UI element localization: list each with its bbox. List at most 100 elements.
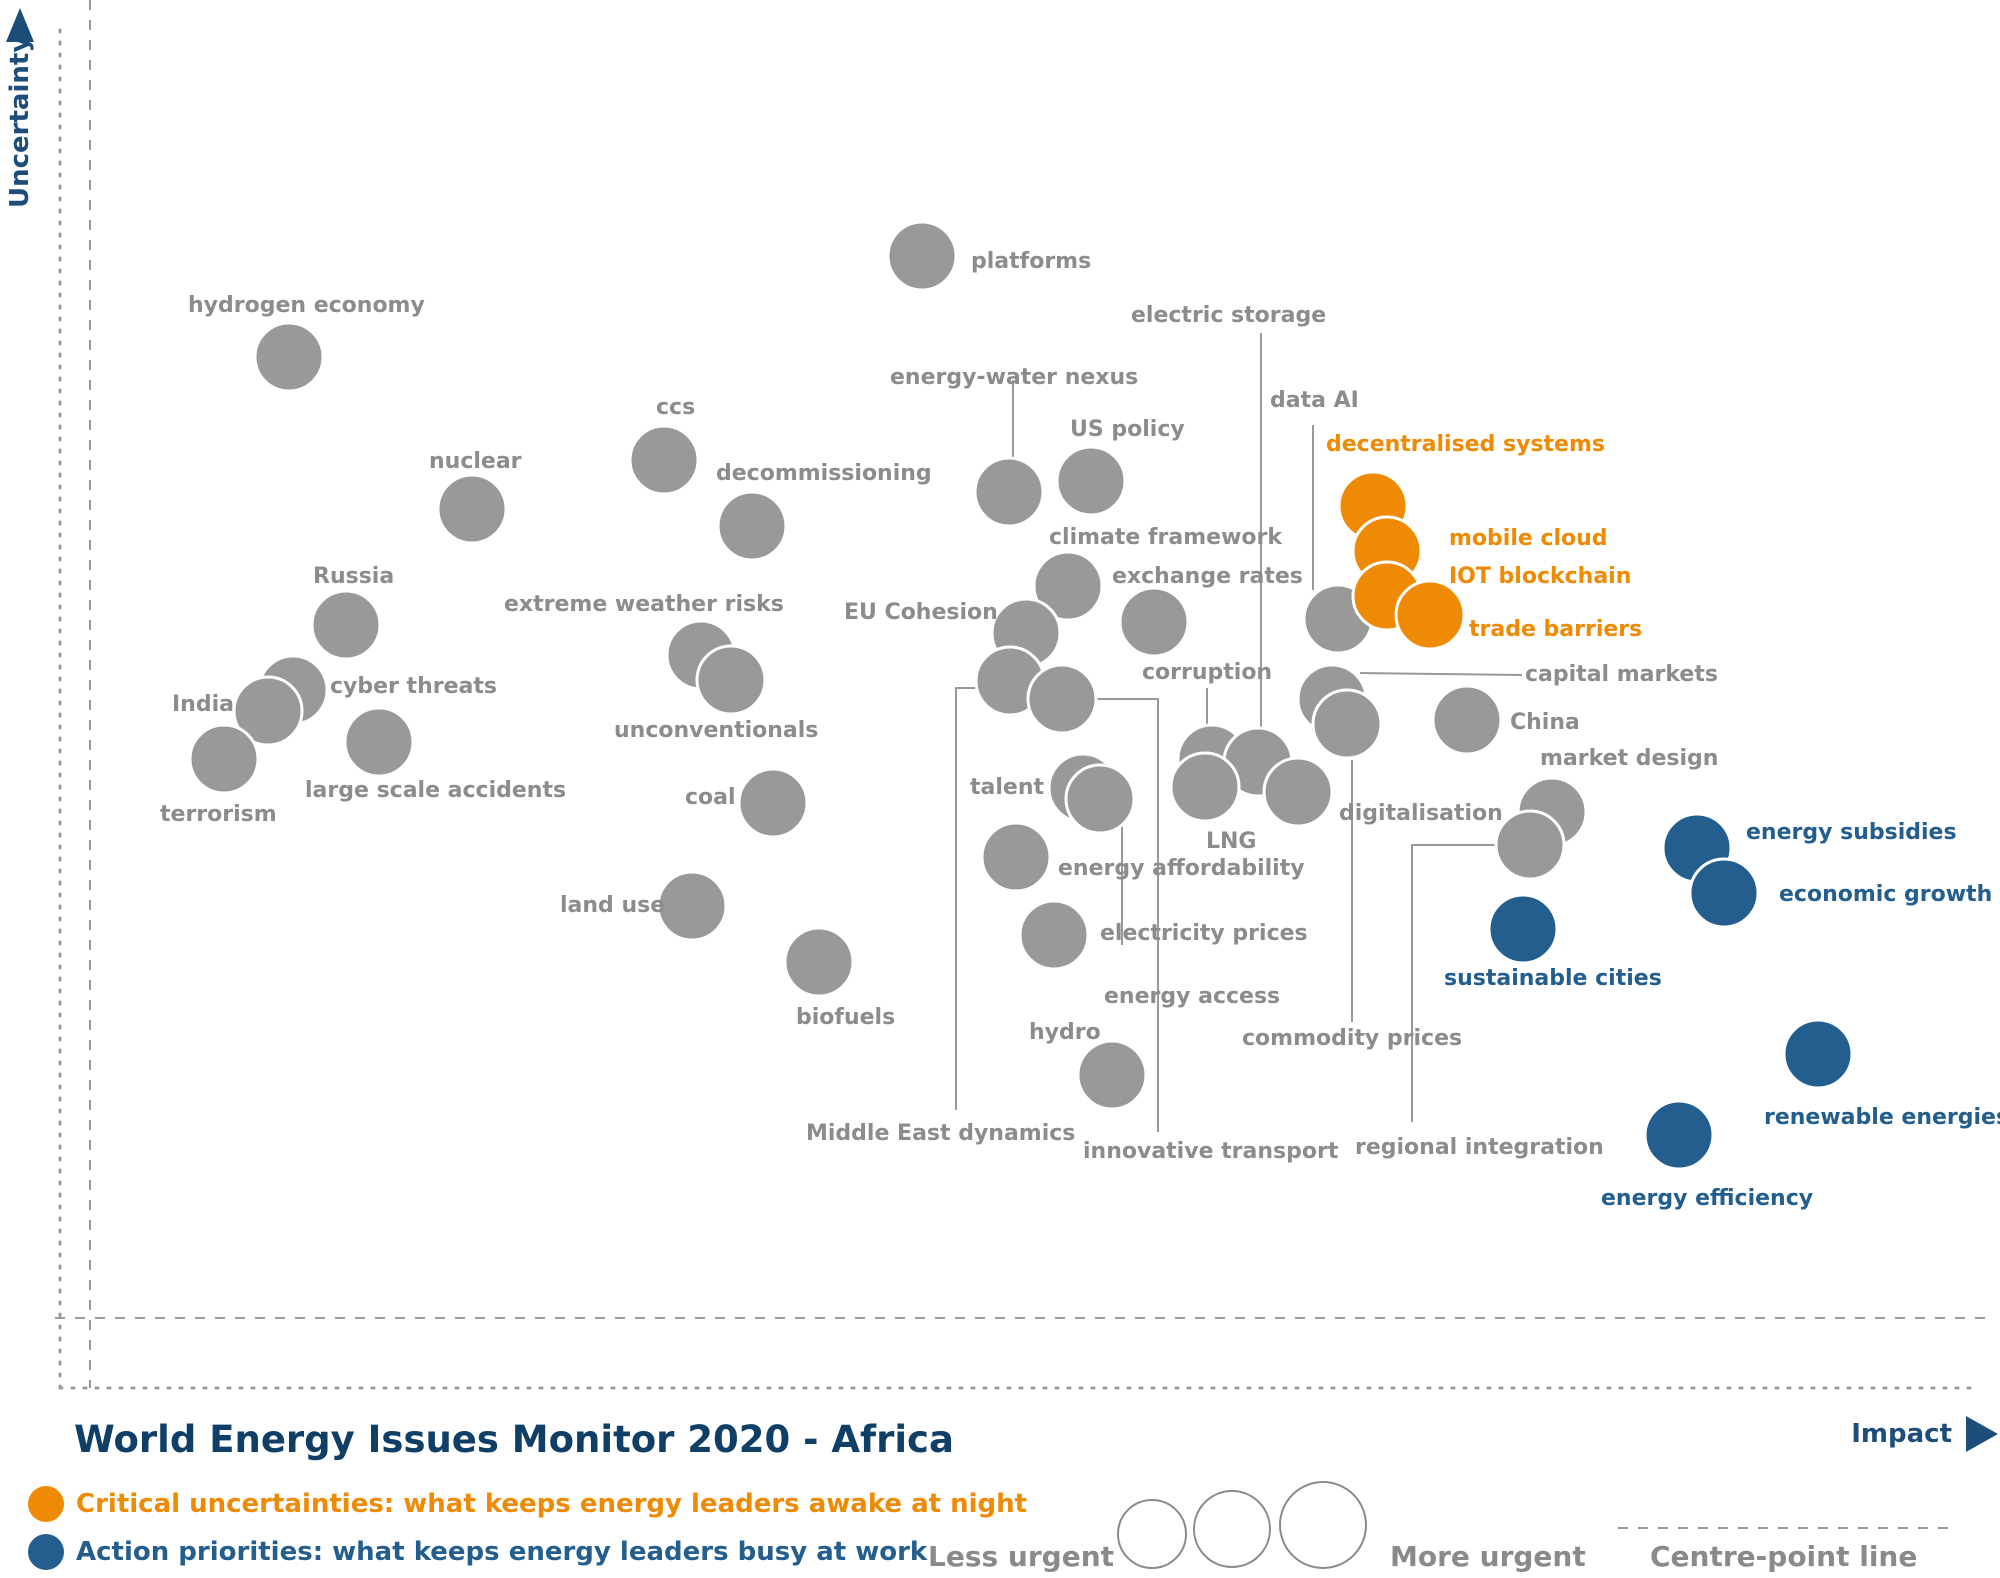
chart-title: World Energy Issues Monitor 2020 - Afric… <box>74 1418 954 1461</box>
bubble-hydrogen-economy <box>253 321 325 393</box>
bubble-electricity-prices <box>1018 899 1090 971</box>
more-urgent-label: More urgent <box>1390 1540 1586 1573</box>
label-eu-cohesion: EU Cohesion <box>844 600 998 625</box>
bubble-unconventionals <box>695 644 767 716</box>
label-nuclear: nuclear <box>429 449 522 474</box>
bubble-regional-integration <box>1262 756 1334 828</box>
label-decommissioning: decommissioning <box>716 461 932 486</box>
legend-critical-text: Critical uncertainties: what keeps energ… <box>76 1489 1028 1519</box>
less-urgent-label: Less urgent <box>928 1540 1115 1573</box>
label-renewable-energies: renewable energies <box>1764 1105 2000 1130</box>
label-data-ai: data AI <box>1270 388 1359 413</box>
label-russia: Russia <box>313 564 394 589</box>
label-cyber-threats: cyber threats <box>330 674 497 699</box>
label-china: China <box>1510 710 1580 735</box>
label-layer: hydrogen economy platforms ccs nuclear decom… <box>160 249 2000 1211</box>
label-energy-subsidies: energy subsidies <box>1746 820 1957 845</box>
bubble-terrorism <box>188 723 260 795</box>
label-decentralised-systems: decentralised systems <box>1326 432 1605 457</box>
label-climate-framework: climate framework <box>1049 525 1283 550</box>
leader-capital-markets <box>1359 672 1523 676</box>
bubble-russia <box>310 589 382 661</box>
bubble-energy-access <box>1064 763 1136 835</box>
label-large-scale-accidents: large scale accidents <box>305 778 566 803</box>
label-economic-growth: economic growth <box>1779 882 1992 907</box>
bubble-energy-affordability <box>980 821 1052 893</box>
label-trade-barriers: trade barriers <box>1469 617 1642 642</box>
bubble-commodity-prices <box>1311 688 1383 760</box>
label-innovative-transport: innovative transport <box>1083 1139 1339 1164</box>
label-regional-integration: regional integration <box>1355 1135 1604 1160</box>
label-talent: talent <box>970 775 1044 800</box>
label-hydrogen-economy: hydrogen economy <box>188 293 425 318</box>
label-unconventionals: unconventionals <box>614 718 818 743</box>
x-axis-label: Impact <box>1851 1419 1952 1449</box>
bubble-us-policy <box>1055 445 1127 517</box>
legend-critical: Critical uncertainties: what keeps energ… <box>28 1486 1027 1522</box>
bubble-trade-barriers <box>1394 579 1466 651</box>
bubble-decommissioning <box>716 490 788 562</box>
legend-action-text: Action priorities: what keeps energy lea… <box>76 1537 928 1567</box>
bubble-coal <box>737 767 809 839</box>
label-hydro: hydro <box>1029 1020 1101 1045</box>
bubble-energy-water-nexus <box>973 456 1045 528</box>
bubble-energy-efficiency <box>1643 1099 1715 1171</box>
bubble-platforms <box>886 220 958 292</box>
x-axis-arrow <box>1966 1416 1998 1452</box>
label-exchange-rates: exchange rates <box>1112 564 1303 589</box>
urgency-circle-1 <box>1117 1499 1187 1569</box>
label-energy-access: energy access <box>1104 984 1280 1009</box>
label-sustainable-cities: sustainable cities <box>1444 966 1662 991</box>
chart-frame <box>55 0 1985 1529</box>
y-axis-label: Uncertainty <box>5 36 35 208</box>
label-energy-affordability: energy affordability <box>1058 856 1305 881</box>
bubble-land-use <box>656 870 728 942</box>
bubble-exchange-rates <box>1118 586 1190 658</box>
urgency-legend-circles <box>1117 1481 1367 1569</box>
bubble-ccs <box>628 424 700 496</box>
bubble-lng <box>1169 751 1241 823</box>
urgency-circle-3 <box>1279 1481 1367 1569</box>
label-platforms: platforms <box>971 249 1091 274</box>
label-electricity-prices: electricity prices <box>1100 921 1308 946</box>
bubble-biofuels <box>783 926 855 998</box>
y-axis-arrow <box>6 8 34 42</box>
label-land-use: land use <box>560 893 665 918</box>
leader-middle-east-dynamics <box>955 687 986 1110</box>
bubble-climate-framework <box>1032 550 1104 622</box>
label-market-design: market design <box>1540 746 1718 771</box>
bubble-china <box>1431 684 1503 756</box>
label-capital-markets: capital markets <box>1525 662 1718 687</box>
label-commodity-prices: commodity prices <box>1242 1026 1462 1051</box>
label-ccs: ccs <box>656 395 695 420</box>
label-energy-water-nexus: energy-water nexus <box>890 365 1138 390</box>
bubble-renewable-energies <box>1782 1018 1854 1090</box>
label-mobile-cloud: mobile cloud <box>1449 526 1608 551</box>
bubble-layer <box>188 220 1854 1171</box>
bubble-innovative-transport <box>1026 663 1098 735</box>
label-india: India <box>172 692 234 717</box>
label-terrorism: terrorism <box>160 802 277 827</box>
bubble-large-scale-accidents <box>343 706 415 778</box>
label-middle-east-dynamics: Middle East dynamics <box>806 1121 1075 1146</box>
label-corruption: corruption <box>1142 660 1272 685</box>
label-us-policy: US policy <box>1070 417 1185 442</box>
label-digitalisation: digitalisation <box>1339 801 1503 826</box>
label-lng: LNG <box>1206 829 1257 854</box>
urgency-circle-2 <box>1193 1490 1271 1568</box>
leader-regional-integration <box>1411 844 1500 1122</box>
label-energy-efficiency: energy efficiency <box>1601 1186 1813 1211</box>
axis-layer: Uncertainty Impact <box>5 8 1998 1452</box>
legend-critical-dot <box>28 1486 64 1522</box>
legend-action: Action priorities: what keeps energy lea… <box>28 1534 927 1570</box>
label-electric-storage: electric storage <box>1131 303 1326 328</box>
bubble-sustainable-cities <box>1487 893 1559 965</box>
bubble-nuclear <box>436 473 508 545</box>
legend-action-dot <box>28 1534 64 1570</box>
bubble-economic-growth <box>1688 857 1760 929</box>
label-biofuels: biofuels <box>796 1005 895 1030</box>
label-coal: coal <box>685 785 736 810</box>
label-extreme-weather-risks: extreme weather risks <box>504 592 784 617</box>
centre-point-line-label: Centre-point line <box>1650 1540 1918 1573</box>
